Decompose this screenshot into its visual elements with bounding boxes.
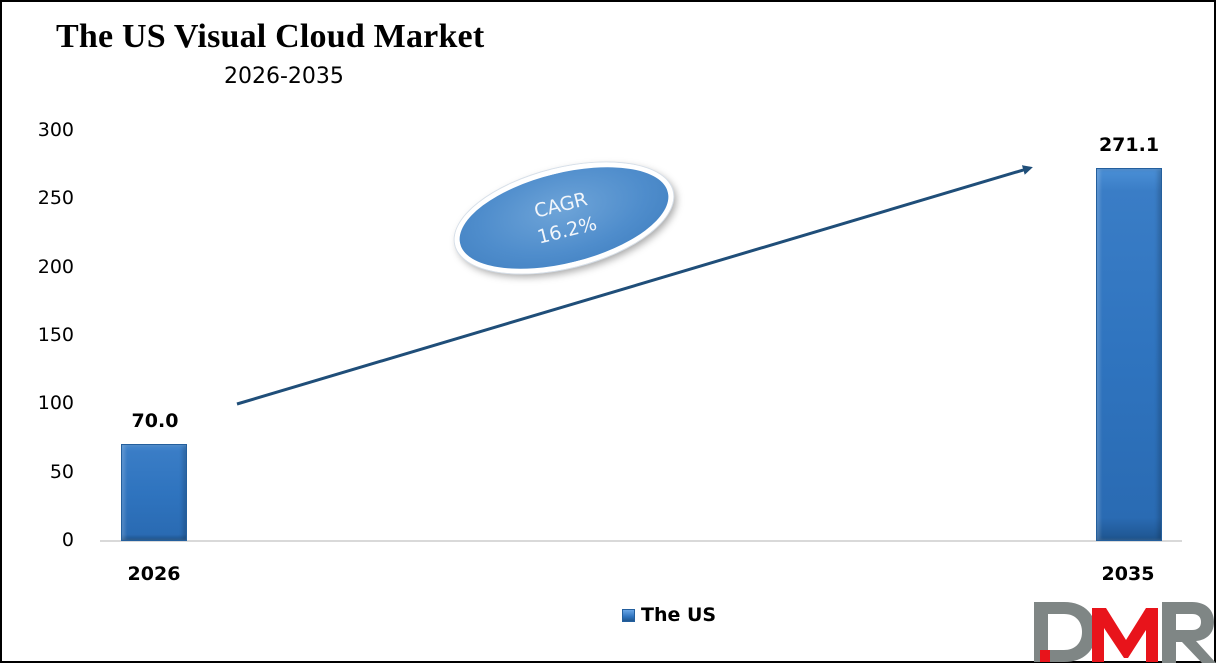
legend: The US bbox=[622, 604, 716, 626]
y-tick-200: 200 bbox=[37, 256, 74, 278]
chart-title: The US Visual Cloud Market bbox=[56, 18, 485, 55]
bar-value-label: 271.1 bbox=[1098, 134, 1160, 156]
legend-label: The US bbox=[641, 604, 717, 626]
x-tick-2026: 2026 bbox=[127, 563, 181, 585]
chart-subtitle: 2026-2035 bbox=[224, 64, 344, 89]
x-tick-2035: 2035 bbox=[1101, 563, 1155, 585]
y-tick-50: 50 bbox=[49, 461, 74, 483]
bar-value-label: 70.0 bbox=[131, 410, 179, 432]
dmr-logo-icon bbox=[1034, 602, 1216, 663]
y-tick-0: 0 bbox=[61, 529, 74, 551]
y-tick-300: 300 bbox=[37, 119, 74, 141]
y-tick-100: 100 bbox=[37, 392, 74, 414]
y-tick-250: 250 bbox=[37, 187, 74, 209]
y-tick-150: 150 bbox=[37, 324, 74, 346]
bar-2035 bbox=[1096, 168, 1162, 541]
bar-2026 bbox=[121, 444, 187, 541]
x-axis-line bbox=[100, 540, 1182, 542]
legend-swatch-icon bbox=[622, 608, 635, 622]
